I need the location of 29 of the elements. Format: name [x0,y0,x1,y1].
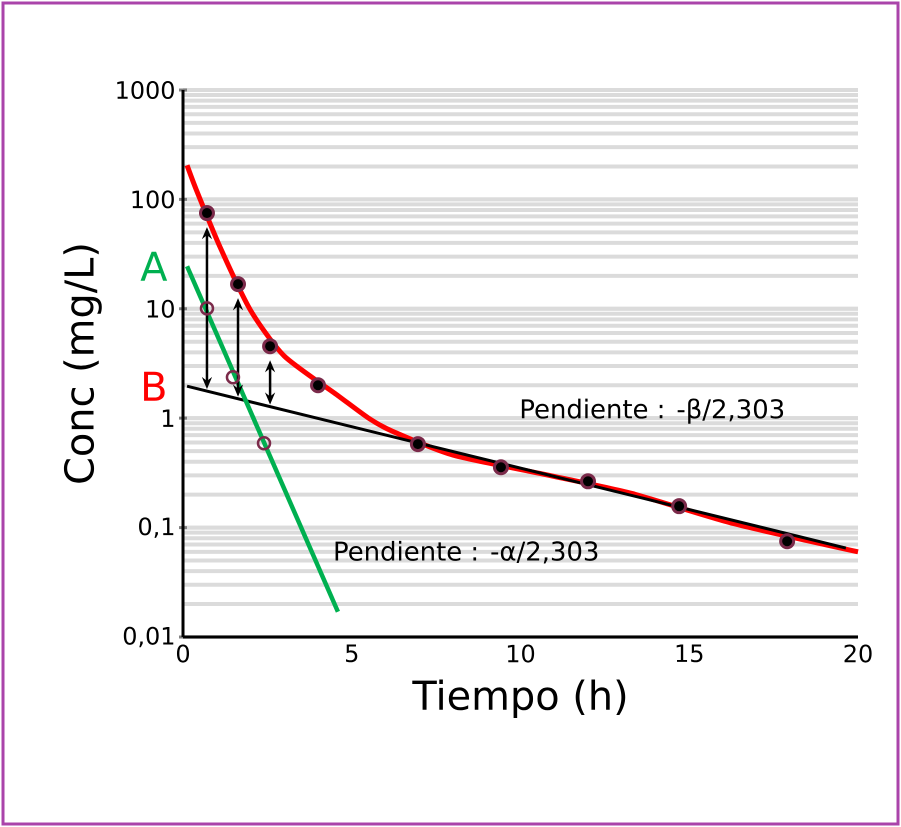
point [410,436,426,452]
point [580,473,596,490]
point [262,338,278,354]
x-tick-label: 0 [176,644,190,663]
x-tick-label: 15 [676,644,702,662]
annotation: Pendiente : -β/2,303 [522,398,784,424]
x-tick-label: 10 [508,644,534,663]
x-tick-label: 20 [844,644,872,663]
y-tick-label: 0,01 [124,626,174,648]
y-tick-label: 1000 [117,80,174,100]
x-tick-label: 5 [346,644,358,662]
point [671,498,688,514]
point [779,533,796,550]
y-tick-label: 100 [132,190,174,208]
y-tick-label: 10 [148,300,174,318]
point [310,377,326,394]
point [226,370,240,384]
y-axis-title: Conc (mg/L) [63,245,102,483]
annotation: Pendiente : -α/2,303 [336,540,598,564]
point [492,459,509,476]
annotation: A [140,252,168,281]
y-tick-label: 1 [162,409,174,427]
point [256,436,272,451]
point [200,301,214,316]
annotation: B [144,372,165,401]
point [198,205,215,222]
point [230,276,246,292]
y-tick-label: 0,1 [139,517,174,538]
x-axis-title: Tiempo (h) [412,679,626,718]
